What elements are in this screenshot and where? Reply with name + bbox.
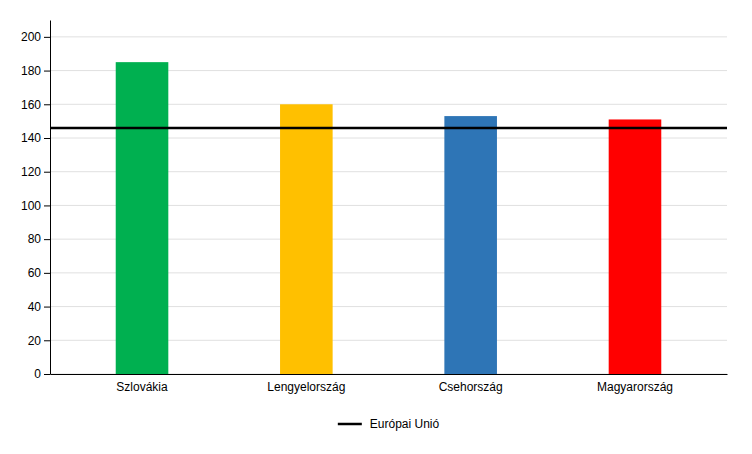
y-tick-mark [44,71,50,72]
y-tick-label: 60 [28,266,42,280]
y-tick-mark [44,374,50,375]
reference-line [50,127,727,130]
y-tick: 20 [28,334,50,348]
x-tick-label: Magyarország [597,380,673,394]
y-tick-label: 180 [21,64,41,78]
y-tick-mark [44,340,50,341]
y-tick-mark [44,37,50,38]
y-tick: 180 [21,64,50,78]
bar [444,116,497,374]
chart: 0 20 40 60 80 100 120 140 160 180 200 Szlovákia Leng… [0,0,752,454]
y-tick-mark [44,239,50,240]
y-tick: 80 [28,232,50,246]
y-tick: 100 [21,199,50,213]
y-tick: 60 [28,266,50,280]
y-tick-label: 0 [34,367,41,381]
y-tick-mark [44,307,50,308]
bar [116,62,169,374]
x-tick-label: Szlovákia [116,380,168,394]
y-tick-label: 40 [28,300,42,314]
legend-label: Európai Unió [370,417,440,431]
y-tick: 160 [21,98,50,112]
x-tick: Szlovákia [116,380,168,394]
y-tick-mark [44,104,50,105]
grid [50,37,727,374]
x-tick: Csehország [439,380,503,394]
legend-swatch [338,423,362,426]
x-axis: Szlovákia Lengyelország Csehország Magyaror… [51,375,728,394]
y-tick-label: 20 [28,334,42,348]
x-tick: Magyarország [597,380,673,394]
legend: Európai Unió [338,417,440,431]
y-tick-label: 120 [21,165,41,179]
x-axis-line [51,374,728,375]
y-tick-mark [44,273,50,274]
x-tick-label: Csehország [439,380,503,394]
y-tick-mark [44,172,50,173]
y-axis-line [50,21,51,375]
y-tick: 200 [21,30,50,44]
y-tick-label: 80 [28,232,42,246]
y-tick: 140 [21,131,50,145]
x-tick-label: Lengyelország [267,380,345,394]
plot: 0 20 40 60 80 100 120 140 160 180 200 Szlovákia Leng… [21,21,728,394]
y-tick-label: 160 [21,98,41,112]
y-tick-label: 100 [21,199,41,213]
x-tick: Lengyelország [267,380,345,394]
y-axis: 0 20 40 60 80 100 120 140 160 180 200 [21,21,51,382]
y-tick: 120 [21,165,50,179]
grid-line [50,36,727,37]
y-tick: 40 [28,300,50,314]
bar [280,104,333,374]
y-tick: 0 [34,367,50,381]
y-tick-label: 200 [21,30,41,44]
y-tick-mark [44,138,50,139]
bar [609,119,662,374]
y-tick-mark [44,205,50,206]
marks [50,62,727,374]
y-tick-label: 140 [21,131,41,145]
